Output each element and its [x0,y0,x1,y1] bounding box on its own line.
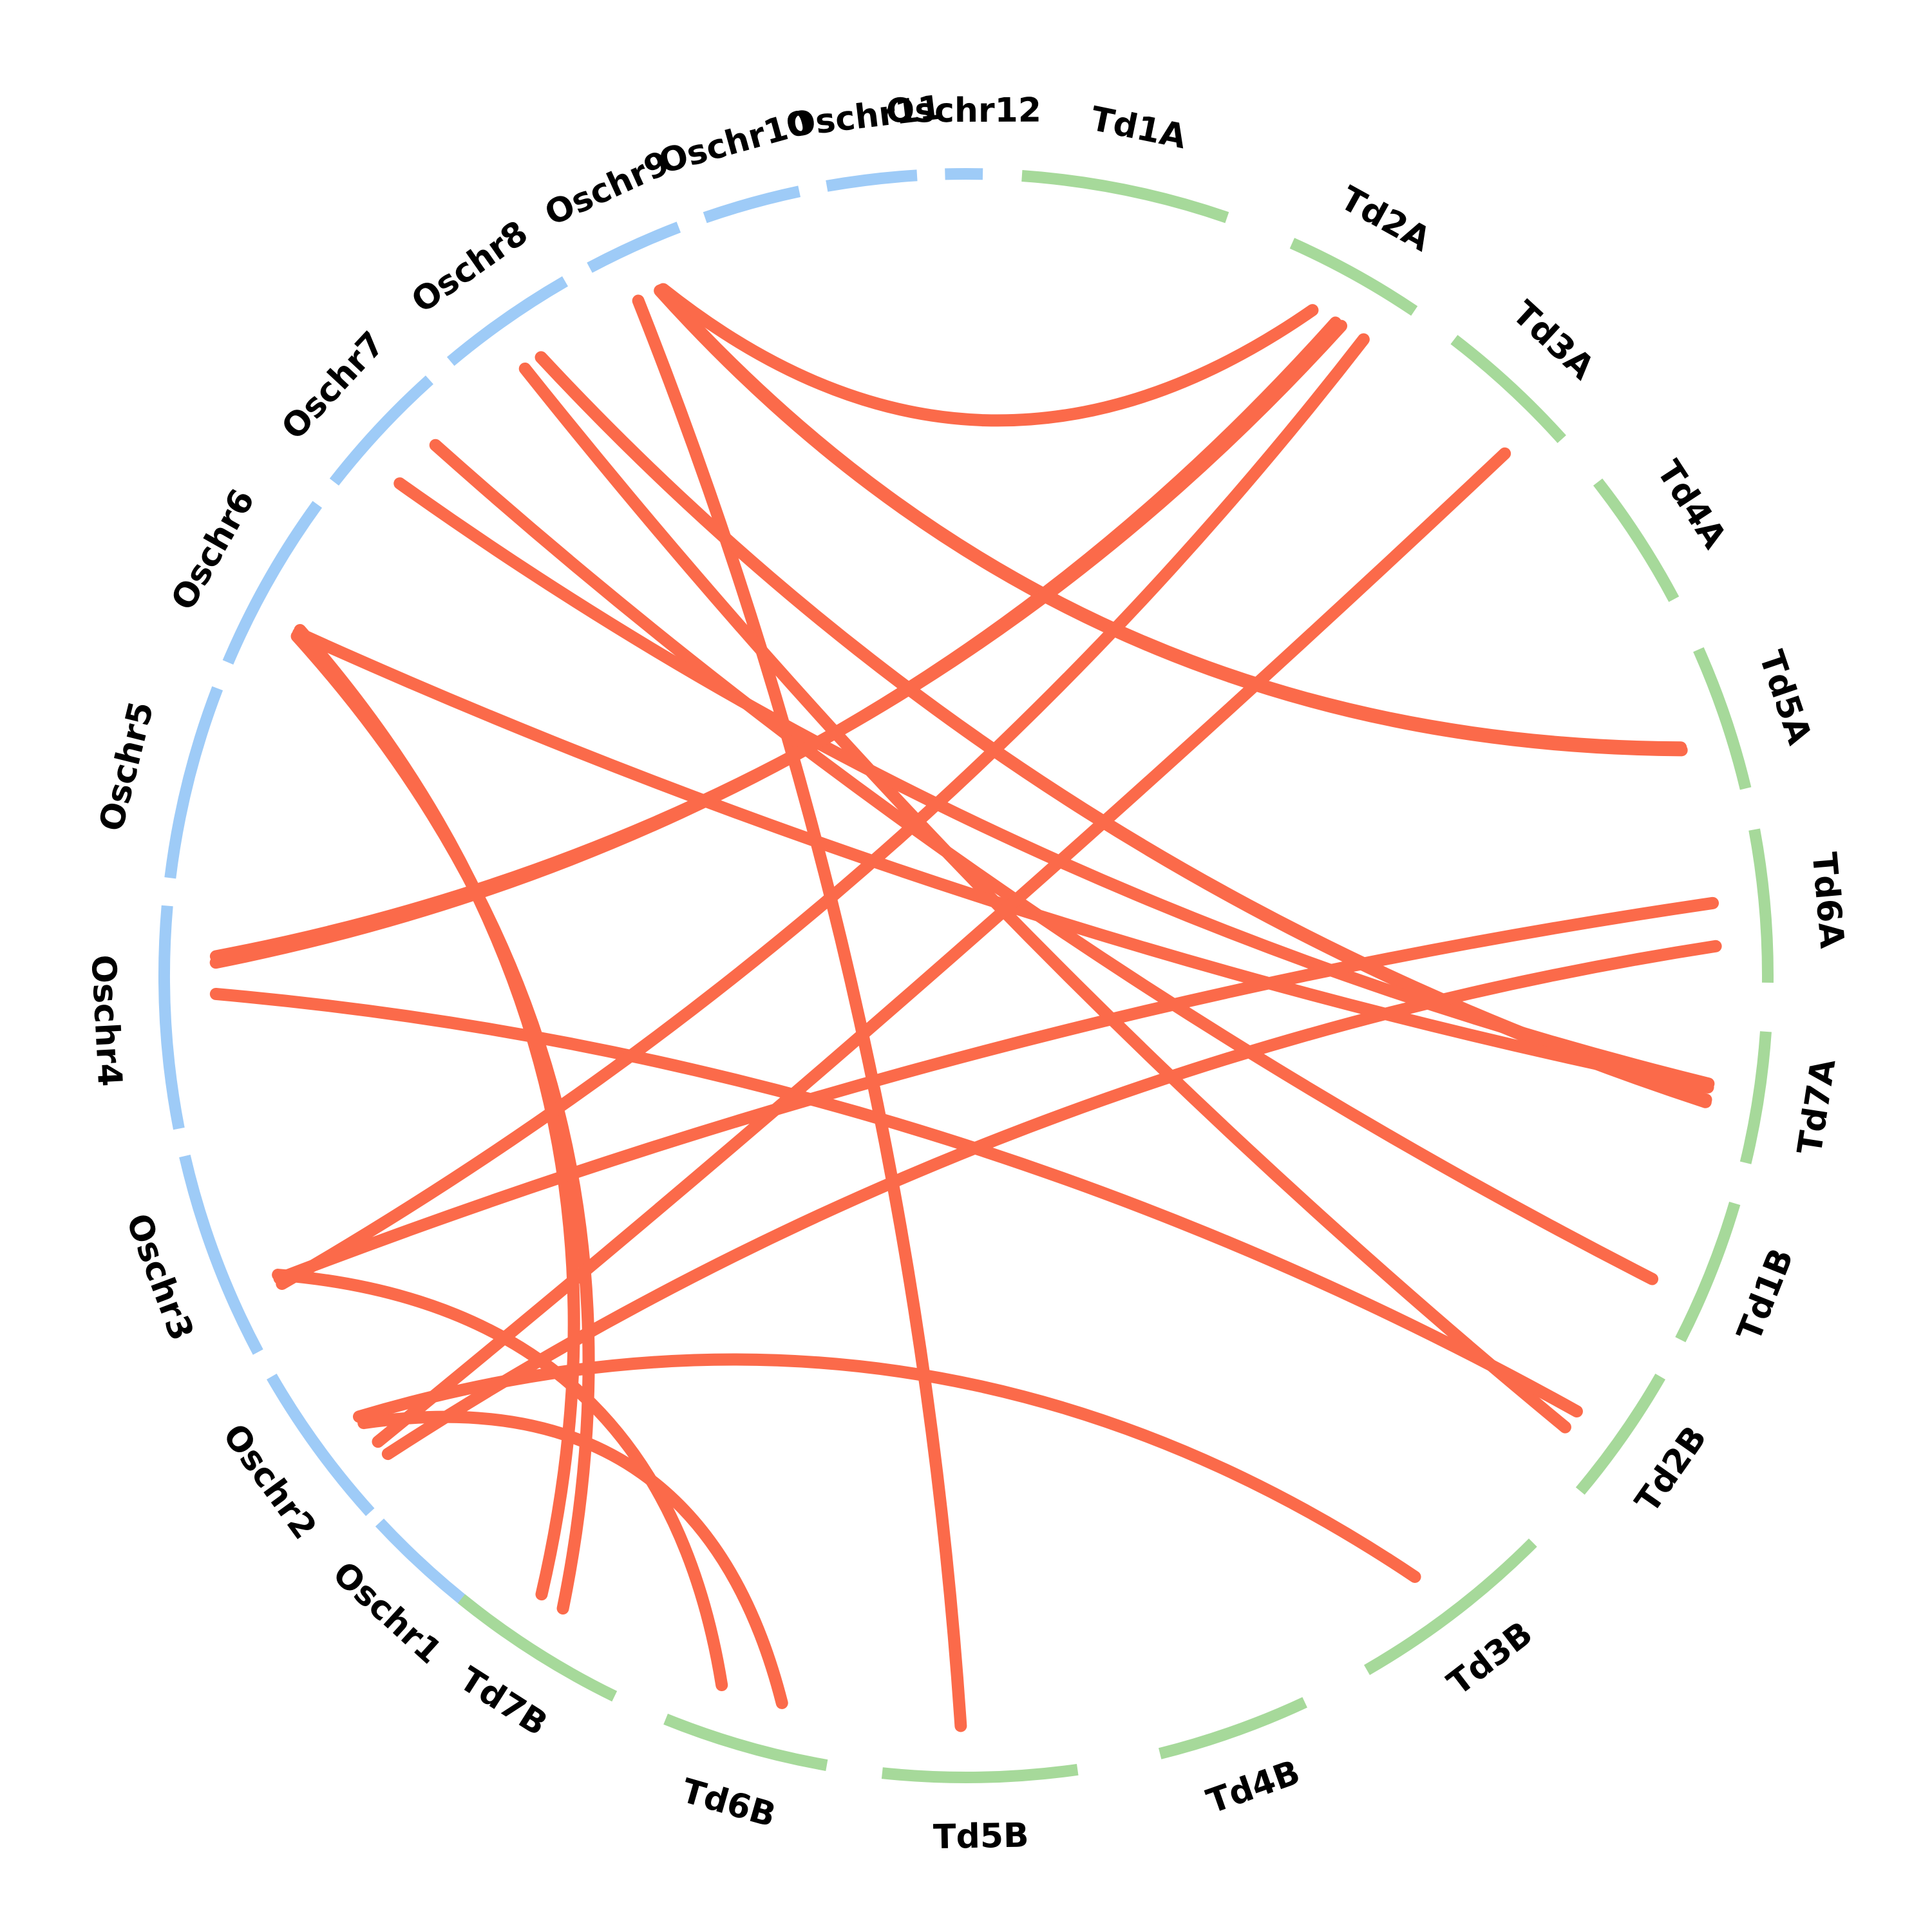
chromosome-arc-oschr10 [703,185,801,223]
chromosome-label-td6a: Td6A [1804,851,1852,950]
synteny-link-oschr9-td2a [657,283,1319,427]
synteny-link-oschr2-td3b [352,1353,1421,1583]
chromosome-arc-oschr7 [329,375,433,486]
chromosome-label-td2a: Td2A [1334,179,1437,260]
chromosome-label-td6b: Td6B [677,1772,780,1835]
synteny-link-oschr3-td6a [273,896,1719,1285]
chromosome-arc-td1a [1021,170,1229,223]
synteny-link-oschr9-td5a [655,283,1687,754]
chromosome-arc-oschr2 [267,1373,375,1517]
chromosome-arc-oschr8 [446,276,569,366]
chromosome-arc-td7a [1739,1031,1772,1164]
chromosome-arc-td6a [1748,828,1774,983]
chromosome-arc-td2b [1575,1373,1665,1495]
chromosome-arc-oschr3 [179,1155,263,1355]
synteny-link-oschr3-td2a [276,333,1370,1290]
chromosome-label-td3b: Td3B [1441,1615,1540,1703]
synteny-link-oschr8-td2b [518,362,1571,1434]
synteny-link-oschr7-td7a [393,477,1715,1090]
chromosome-label-td7b: Td7B [453,1660,554,1743]
chromosome-arc-oschr9 [587,222,681,273]
synteny-link-oschr6-td7b [294,624,580,1601]
chromosome-arc-td6b [663,1713,828,1771]
chromosome-label-oschr4: Oschr4 [84,954,129,1088]
synteny-link-oschr3-td6b [272,1269,728,1692]
chromosome-arc-oschr11 [826,169,918,192]
synteny-link-oschr9-td5a [654,284,1688,757]
chromosome-label-td1b: Td1B [1730,1243,1801,1346]
chromosome-arc-td3a [1450,335,1566,443]
synteny-link-oschr2-td3a [372,447,1511,1448]
chromosome-arc-oschr4 [158,905,185,1130]
chromosome-label-td4b: Td4B [1202,1753,1305,1821]
synteny-link-oschr2-td6a [381,940,1722,1461]
chromosome-label-oschr12: Oschr12 [886,91,1041,131]
chromosome-label-td5b: Td5B [933,1817,1030,1857]
synteny-links [209,283,1722,1732]
chromosome-arcs [158,168,1774,1783]
chromosome-arc-td7b [457,1594,618,1702]
chromosome-label-td5a: Td5A [1751,646,1819,749]
chromosome-label-oschr5: Oschr5 [92,697,162,835]
chromosome-label-td3a: Td3A [1505,294,1602,387]
chromosome-arc-td4a [1593,478,1680,602]
chromosome-arc-td5b [881,1763,1079,1783]
chromosome-arc-td5a [1693,647,1752,790]
chromosome-label-oschr3: Oschr3 [118,1209,201,1346]
chromosome-label-td4a: Td4A [1649,454,1734,556]
chromosome-label-oschr6: Oschr6 [164,483,263,617]
chromosome-label-td2b: Td2B [1628,1419,1714,1520]
synteny-link-oschr4-td2a [209,319,1347,963]
chromosome-label-td1a: Td1A [1088,100,1189,157]
chromosome-arc-td4b [1159,1697,1307,1759]
synteny-link-oschr4-td2b [209,987,1583,1418]
chromosome-arc-td3b [1363,1538,1537,1675]
chromosome-arc-oschr6 [222,500,323,665]
chromosome-label-oschr9: Oschr9 [539,144,675,234]
chromosome-arc-oschr5 [164,686,223,879]
chromosome-label-td7a: Td7A [1790,1056,1843,1157]
synteny-link-oschr2-td6b [357,1410,788,1709]
synteny-link-oschr9-td5b [632,294,967,1732]
chromosome-label-oschr8: Oschr8 [405,214,535,321]
chromosome-arc-td2a [1289,238,1418,316]
synteny-link-oschr6-td7a [292,627,1714,1094]
chromosome-arc-td1b [1675,1202,1741,1343]
